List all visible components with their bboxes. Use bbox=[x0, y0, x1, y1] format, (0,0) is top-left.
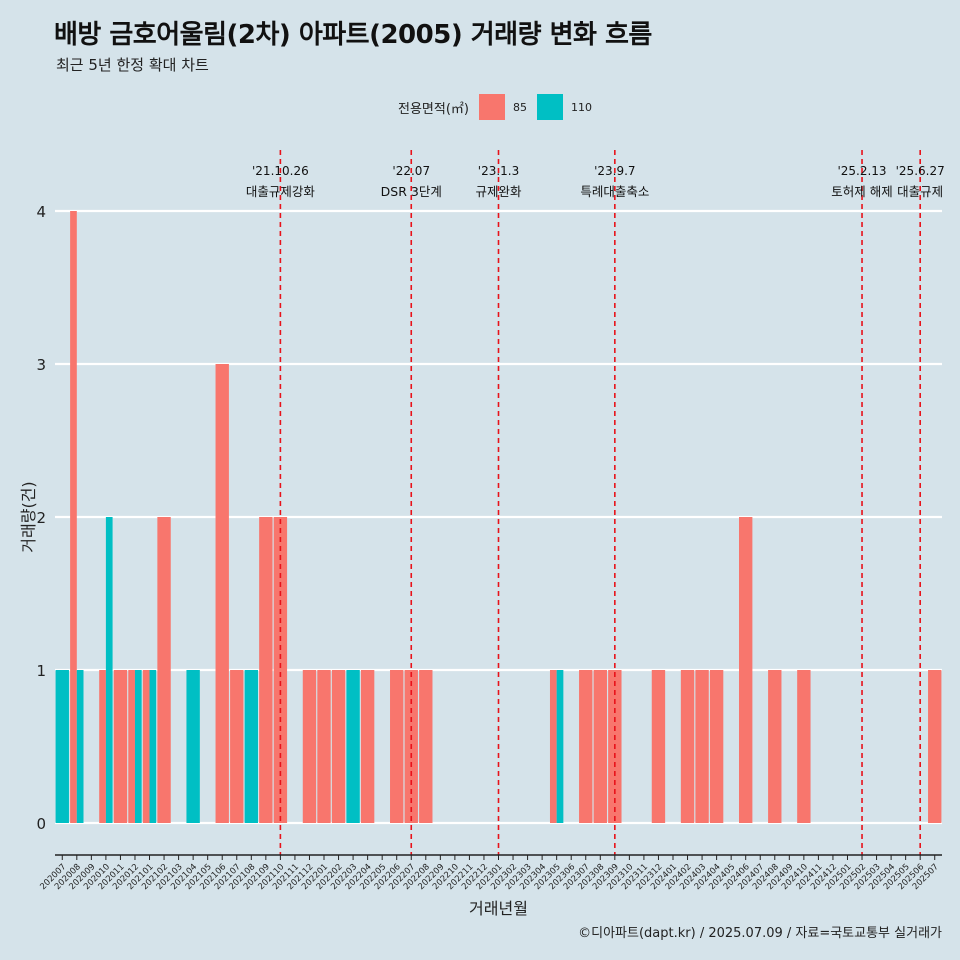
event-label-3: 특례대출축소 bbox=[580, 184, 649, 199]
bar-202012-110 bbox=[134, 670, 142, 823]
y-tick-label-3: 3 bbox=[36, 356, 46, 374]
y-tick-label-2: 2 bbox=[36, 509, 46, 527]
bar-202008-110 bbox=[76, 670, 84, 823]
source-caption: ©디아파트(dapt.kr) / 2025.07.09 / 자료=국토교통부 실… bbox=[578, 926, 942, 941]
bar-202305-110 bbox=[556, 670, 564, 823]
bar-202108-110 bbox=[244, 670, 258, 823]
event-date-2: '23.1.3 bbox=[478, 164, 519, 178]
legend: 전용면적(㎡) 85 110 bbox=[398, 94, 602, 120]
legend-swatch-85 bbox=[478, 94, 505, 120]
event-label-2: 규제완화 bbox=[475, 184, 522, 199]
bar-202410-85 bbox=[797, 670, 811, 823]
bar-202305-85 bbox=[549, 670, 557, 823]
bar-202107-85 bbox=[230, 670, 244, 823]
y-tick-label-4: 4 bbox=[36, 203, 46, 221]
event-date-4: '25.2.13 bbox=[837, 164, 886, 178]
bar-202102-85 bbox=[157, 517, 171, 823]
bar-202402-85 bbox=[680, 670, 695, 823]
bar-202203-110 bbox=[346, 670, 360, 823]
bar-202011-85 bbox=[113, 670, 128, 823]
bar-202012-85 bbox=[128, 670, 135, 823]
bar-202208-85 bbox=[419, 670, 433, 823]
bar-202404-85 bbox=[709, 670, 724, 823]
bar-202104-110 bbox=[186, 670, 200, 823]
chart-subtitle: 최근 5년 한정 확대 차트 bbox=[56, 56, 209, 74]
legend-swatch-110 bbox=[536, 94, 563, 120]
bar-202106-85 bbox=[215, 364, 229, 823]
event-date-3: '23.9.7 bbox=[594, 164, 635, 178]
legend-label-110: 110 bbox=[570, 100, 592, 114]
bar-202101-85 bbox=[142, 670, 150, 823]
bar-202507-85 bbox=[928, 670, 942, 823]
event-date-0: '21.10.26 bbox=[252, 164, 309, 178]
bar-202202-85 bbox=[331, 670, 346, 823]
y-axis-title: 거래량(건) bbox=[19, 481, 38, 552]
x-axis-title: 거래년월 bbox=[469, 899, 528, 918]
bar-202112-85 bbox=[302, 670, 317, 823]
bars bbox=[55, 211, 942, 823]
bar-202109-85 bbox=[259, 517, 273, 823]
bar-202010-85 bbox=[99, 670, 106, 823]
legend-title: 전용면적(㎡) bbox=[398, 101, 469, 117]
bar-202307-85 bbox=[579, 670, 593, 823]
bar-202408-85 bbox=[768, 670, 782, 823]
bar-202308-85 bbox=[593, 670, 607, 823]
y-tick-label-0: 0 bbox=[36, 815, 46, 833]
bar-202206-85 bbox=[390, 670, 404, 823]
bar-202007-110 bbox=[55, 670, 69, 823]
y-tick-label-1: 1 bbox=[36, 662, 46, 680]
bar-202201-85 bbox=[317, 670, 331, 823]
legend-label-85: 85 bbox=[512, 100, 527, 114]
event-lines: '21.10.26 대출규제강화 '22.07 DSR 3단계 '23.1.3 규제완화 '… bbox=[246, 150, 945, 855]
bar-202403-85 bbox=[695, 670, 709, 823]
bar-202010-110 bbox=[105, 517, 113, 823]
event-label-4: 토허제 해제 bbox=[831, 184, 892, 199]
bar-202312-85 bbox=[651, 670, 666, 823]
bar-202406-85 bbox=[739, 517, 753, 823]
event-label-5: 대출규제 bbox=[897, 184, 943, 199]
bar-202110-85 bbox=[273, 517, 288, 823]
event-label-0: 대출규제강화 bbox=[246, 184, 316, 199]
grid-lines: 0 1 2 3 4 bbox=[36, 203, 942, 833]
bar-202204-85 bbox=[360, 670, 375, 823]
event-label-1: DSR 3단계 bbox=[381, 184, 442, 199]
event-date-1: '22.07 bbox=[392, 164, 430, 178]
event-date-5: '25.6.27 bbox=[896, 164, 945, 178]
bar-202101-110 bbox=[149, 670, 157, 823]
chart-title: 배방 금호어울림(2차) 아파트(2005) 거래량 변화 흐름 bbox=[54, 20, 652, 50]
bar-202008-85 bbox=[70, 211, 77, 823]
